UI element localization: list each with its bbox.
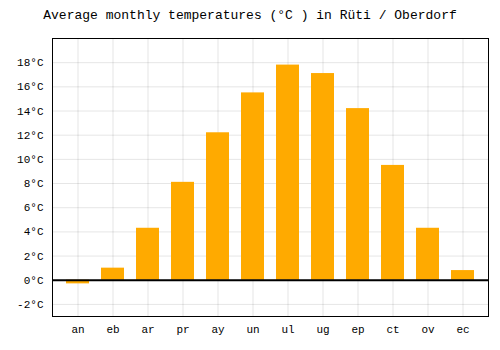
- svg-text:8°C: 8°C: [24, 178, 44, 190]
- svg-text:ug: ug: [316, 324, 329, 336]
- svg-text:18°C: 18°C: [17, 57, 44, 69]
- svg-text:an: an: [71, 324, 84, 336]
- html-text:Average monthly temperatures (: Average monthly temperatures (°C ) in Rü…: [43, 8, 457, 23]
- svg-text:16°C: 16°C: [17, 81, 44, 93]
- svg-text:ul: ul: [281, 324, 294, 336]
- svg-text:6°C: 6°C: [24, 202, 44, 214]
- svg-text:14°C: 14°C: [17, 106, 44, 118]
- svg-text:ep: ep: [351, 324, 364, 336]
- svg-text:un: un: [246, 324, 259, 336]
- svg-text:ay: ay: [211, 324, 225, 336]
- svg-text:0°C: 0°C: [24, 275, 44, 287]
- svg-text:10°C: 10°C: [17, 154, 44, 166]
- svg-text:pr: pr: [176, 324, 189, 336]
- svg-text:ar: ar: [141, 324, 154, 336]
- svg-text:12°C: 12°C: [17, 130, 44, 142]
- svg-text:ov: ov: [421, 324, 435, 336]
- svg-text:4°C: 4°C: [24, 226, 44, 238]
- svg-text:ct: ct: [386, 324, 399, 336]
- svg-text:eb: eb: [106, 324, 119, 336]
- svg-text:ec: ec: [456, 324, 469, 336]
- svg-text:-2°C: -2°C: [17, 299, 44, 311]
- svg-text:2°C: 2°C: [24, 251, 44, 263]
